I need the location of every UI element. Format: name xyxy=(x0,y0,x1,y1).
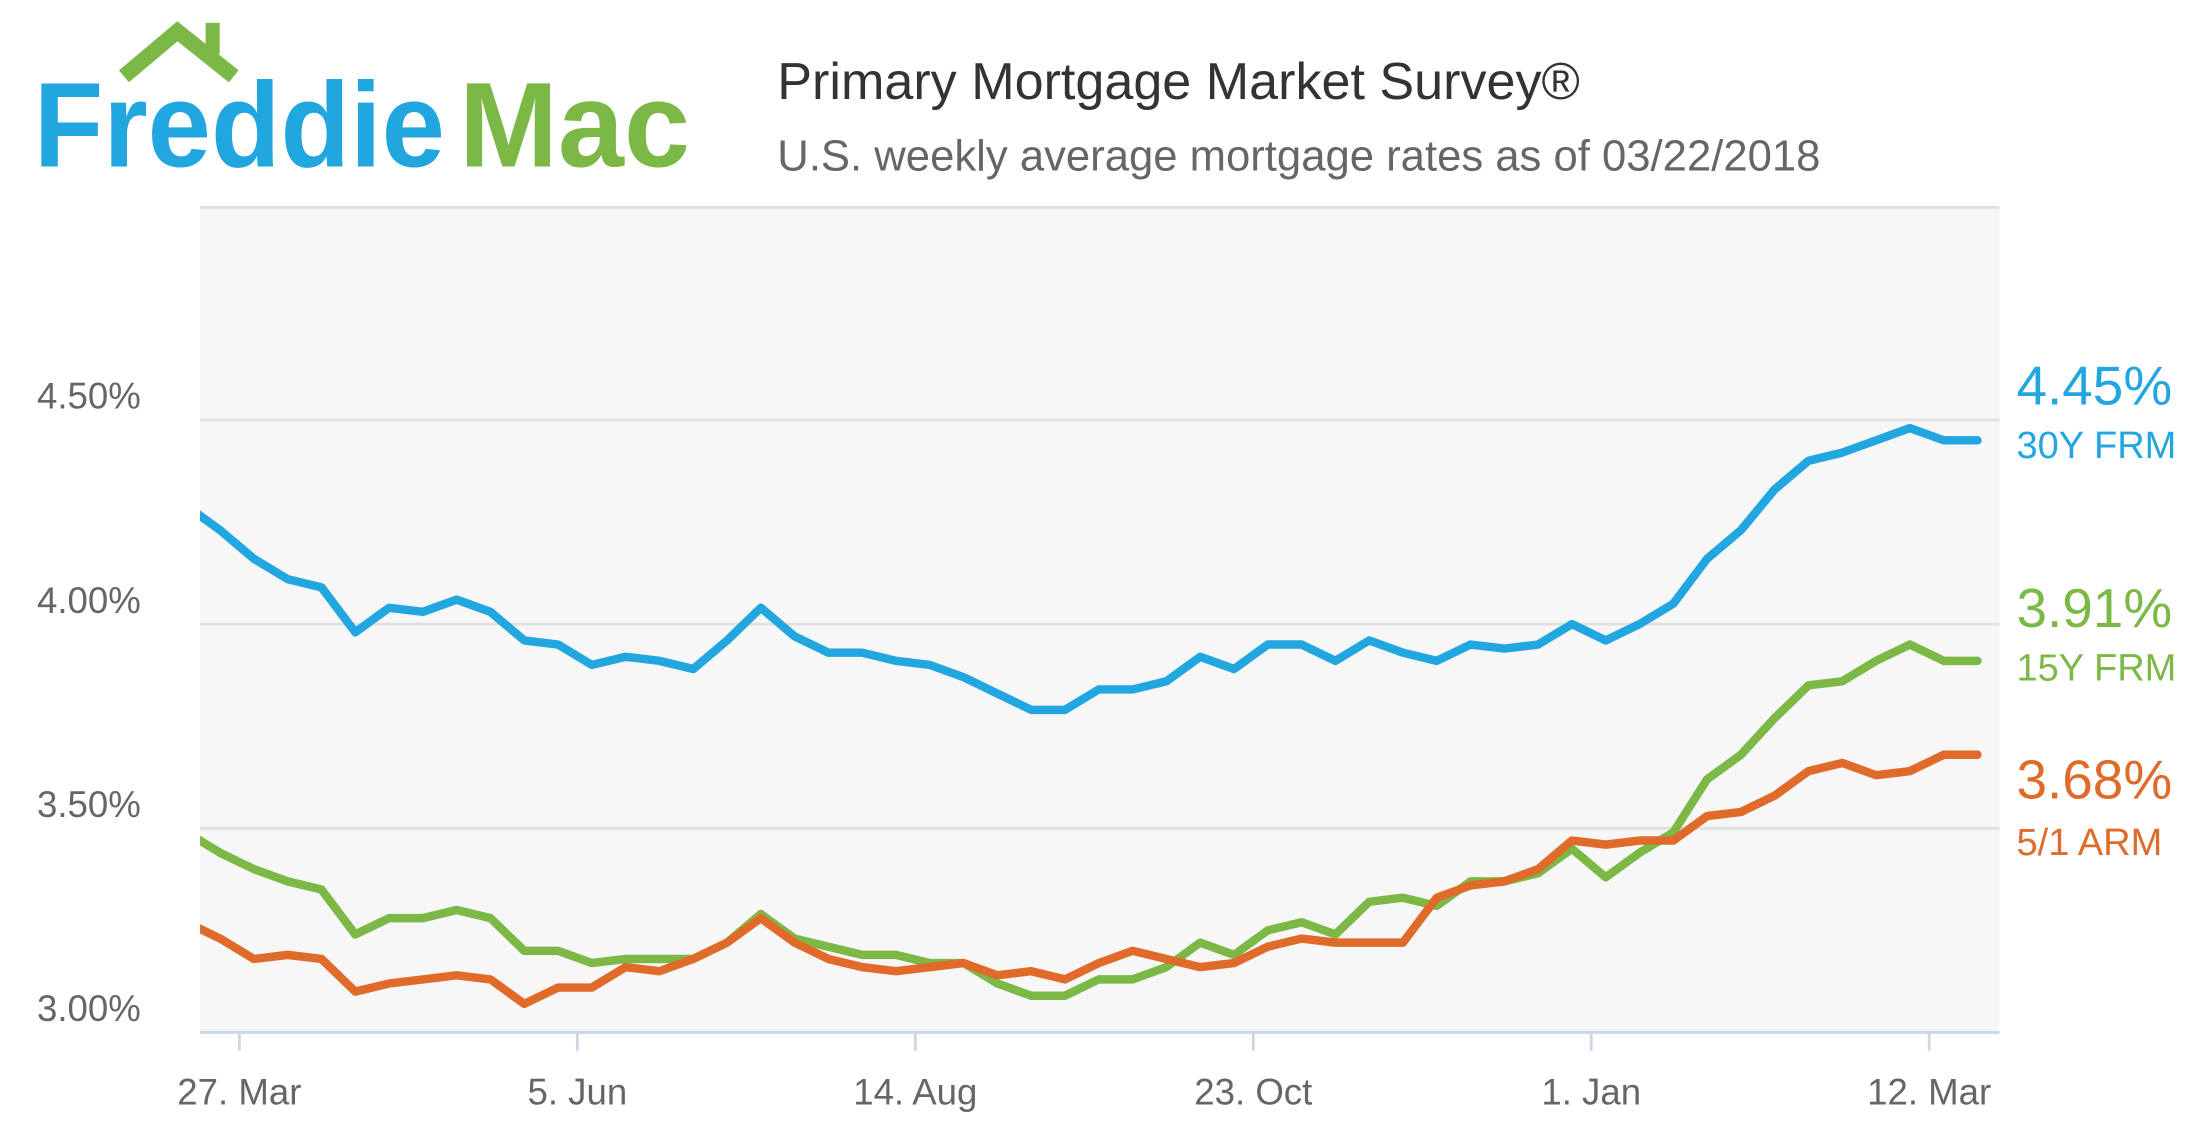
chart-title: Primary Mortgage Market Survey® xyxy=(777,53,1580,111)
series-line-5-1-arm xyxy=(199,750,1982,1009)
logo-mac: Mac xyxy=(459,56,690,192)
plot-background xyxy=(199,207,2000,1033)
y-tick-label: 3.50% xyxy=(37,784,141,825)
legend-series-name: 5/1 ARM xyxy=(2016,822,2162,864)
y-tick-label: 4.50% xyxy=(37,376,141,417)
x-tick-label: 14. Aug xyxy=(853,1071,977,1112)
house-roof-icon xyxy=(118,21,239,83)
x-tick-label: 5. Jun xyxy=(527,1071,627,1112)
latest-rate-label: 4.45% xyxy=(2016,354,2172,416)
y-tick-label: 4.00% xyxy=(37,580,141,621)
legend-series-name: 30Y FRM xyxy=(2016,425,2176,467)
freddie-mac-logo: Freddie Mac xyxy=(34,21,690,192)
y-tick-label: 3.00% xyxy=(37,988,141,1029)
chart-subtitle: U.S. weekly average mortgage rates as of… xyxy=(777,132,1820,181)
latest-rate-label: 3.68% xyxy=(2016,749,2172,811)
chimney-icon xyxy=(205,22,220,54)
logo-freddie: Freddie xyxy=(34,56,445,192)
x-tick-label: 23. Oct xyxy=(1194,1071,1312,1112)
x-tick-label: 12. Mar xyxy=(1867,1071,1991,1112)
series-line-30y-frm xyxy=(199,423,1982,715)
legend-series-name: 15Y FRM xyxy=(2016,647,2176,689)
latest-rate-label: 3.91% xyxy=(2016,577,2172,639)
series-line-15y-frm xyxy=(199,640,1982,1000)
x-tick-label: 27. Mar xyxy=(177,1071,301,1112)
x-tick-label: 1. Jan xyxy=(1541,1071,1641,1112)
